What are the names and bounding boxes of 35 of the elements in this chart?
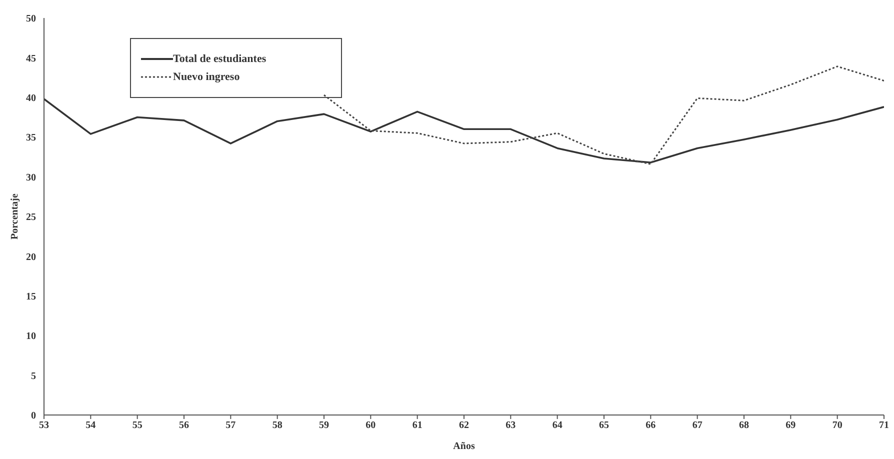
x-tick-label: 59 [319, 420, 329, 432]
x-tick-label: 54 [86, 420, 96, 432]
x-tick-label: 55 [132, 420, 142, 432]
y-tick-label: 15 [26, 291, 36, 302]
x-tick-label: 58 [272, 420, 282, 432]
y-tick-label: 5 [31, 370, 36, 382]
x-tick-label: 62 [459, 420, 469, 432]
x-tick-label: 70 [832, 420, 842, 432]
y-tick-label: 50 [26, 14, 36, 25]
x-tick-label: 68 [739, 420, 749, 432]
y-tick-label: 10 [26, 331, 36, 342]
x-tick-label: 64 [552, 420, 562, 432]
line-series [44, 98, 884, 164]
x-tick-label: 67 [692, 420, 702, 432]
x-tick-label: 63 [506, 420, 516, 432]
y-tick-label: 20 [26, 252, 36, 263]
y-tick-label: 40 [26, 92, 36, 104]
y-tick-label: 35 [26, 132, 36, 144]
x-tick-label: 56 [179, 420, 189, 432]
x-tick-label: 69 [786, 420, 796, 432]
y-axis-title: Porcentaje [10, 192, 21, 240]
y-tick-label: 0 [31, 410, 36, 422]
x-tick-label: 53 [39, 420, 49, 432]
y-tick-label: 30 [26, 172, 36, 184]
y-tick-label: 45 [26, 53, 36, 64]
x-axis-title: Años [453, 441, 475, 452]
x-tick-label: 65 [599, 420, 609, 432]
y-tick-label: 25 [26, 212, 36, 224]
x-tick-label: 61 [412, 420, 422, 432]
legend-label: Total de estudiantes [173, 53, 266, 65]
x-tick-label: 60 [366, 420, 376, 432]
x-tick-label: 57 [226, 420, 236, 432]
legend-label: Nuevo ingreso [173, 71, 240, 83]
x-tick-label: 66 [646, 420, 656, 432]
x-tick-label: 71 [879, 420, 889, 432]
